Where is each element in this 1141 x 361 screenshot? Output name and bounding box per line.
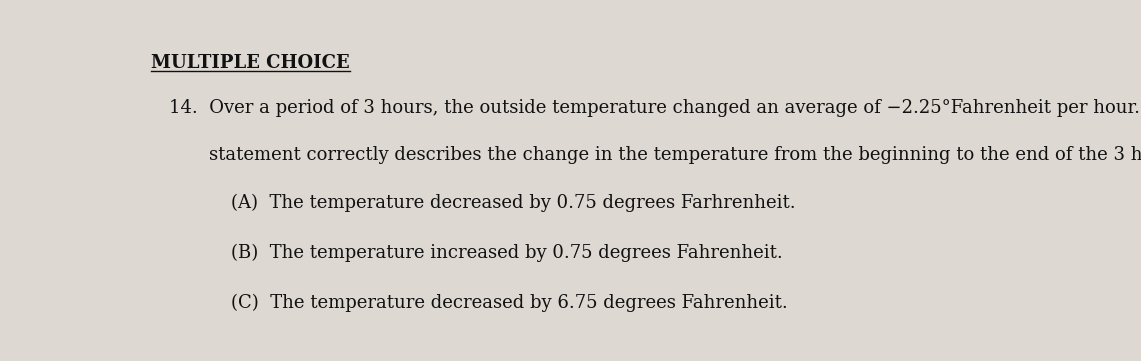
Text: (A)  The temperature decreased by 0.75 degrees Farhrenheit.: (A) The temperature decreased by 0.75 de…	[230, 193, 795, 212]
Text: MULTIPLE CHOICE: MULTIPLE CHOICE	[152, 55, 350, 73]
Text: statement correctly describes the change in the temperature from the beginning t: statement correctly describes the change…	[209, 146, 1141, 164]
Text: 14.  Over a period of 3 hours, the outside temperature changed an average of −2.: 14. Over a period of 3 hours, the outsid…	[169, 99, 1141, 117]
Text: (C)  The temperature decreased by 6.75 degrees Fahrenheit.: (C) The temperature decreased by 6.75 de…	[230, 293, 787, 312]
Text: (B)  The temperature increased by 0.75 degrees Fahrenheit.: (B) The temperature increased by 0.75 de…	[230, 243, 783, 262]
